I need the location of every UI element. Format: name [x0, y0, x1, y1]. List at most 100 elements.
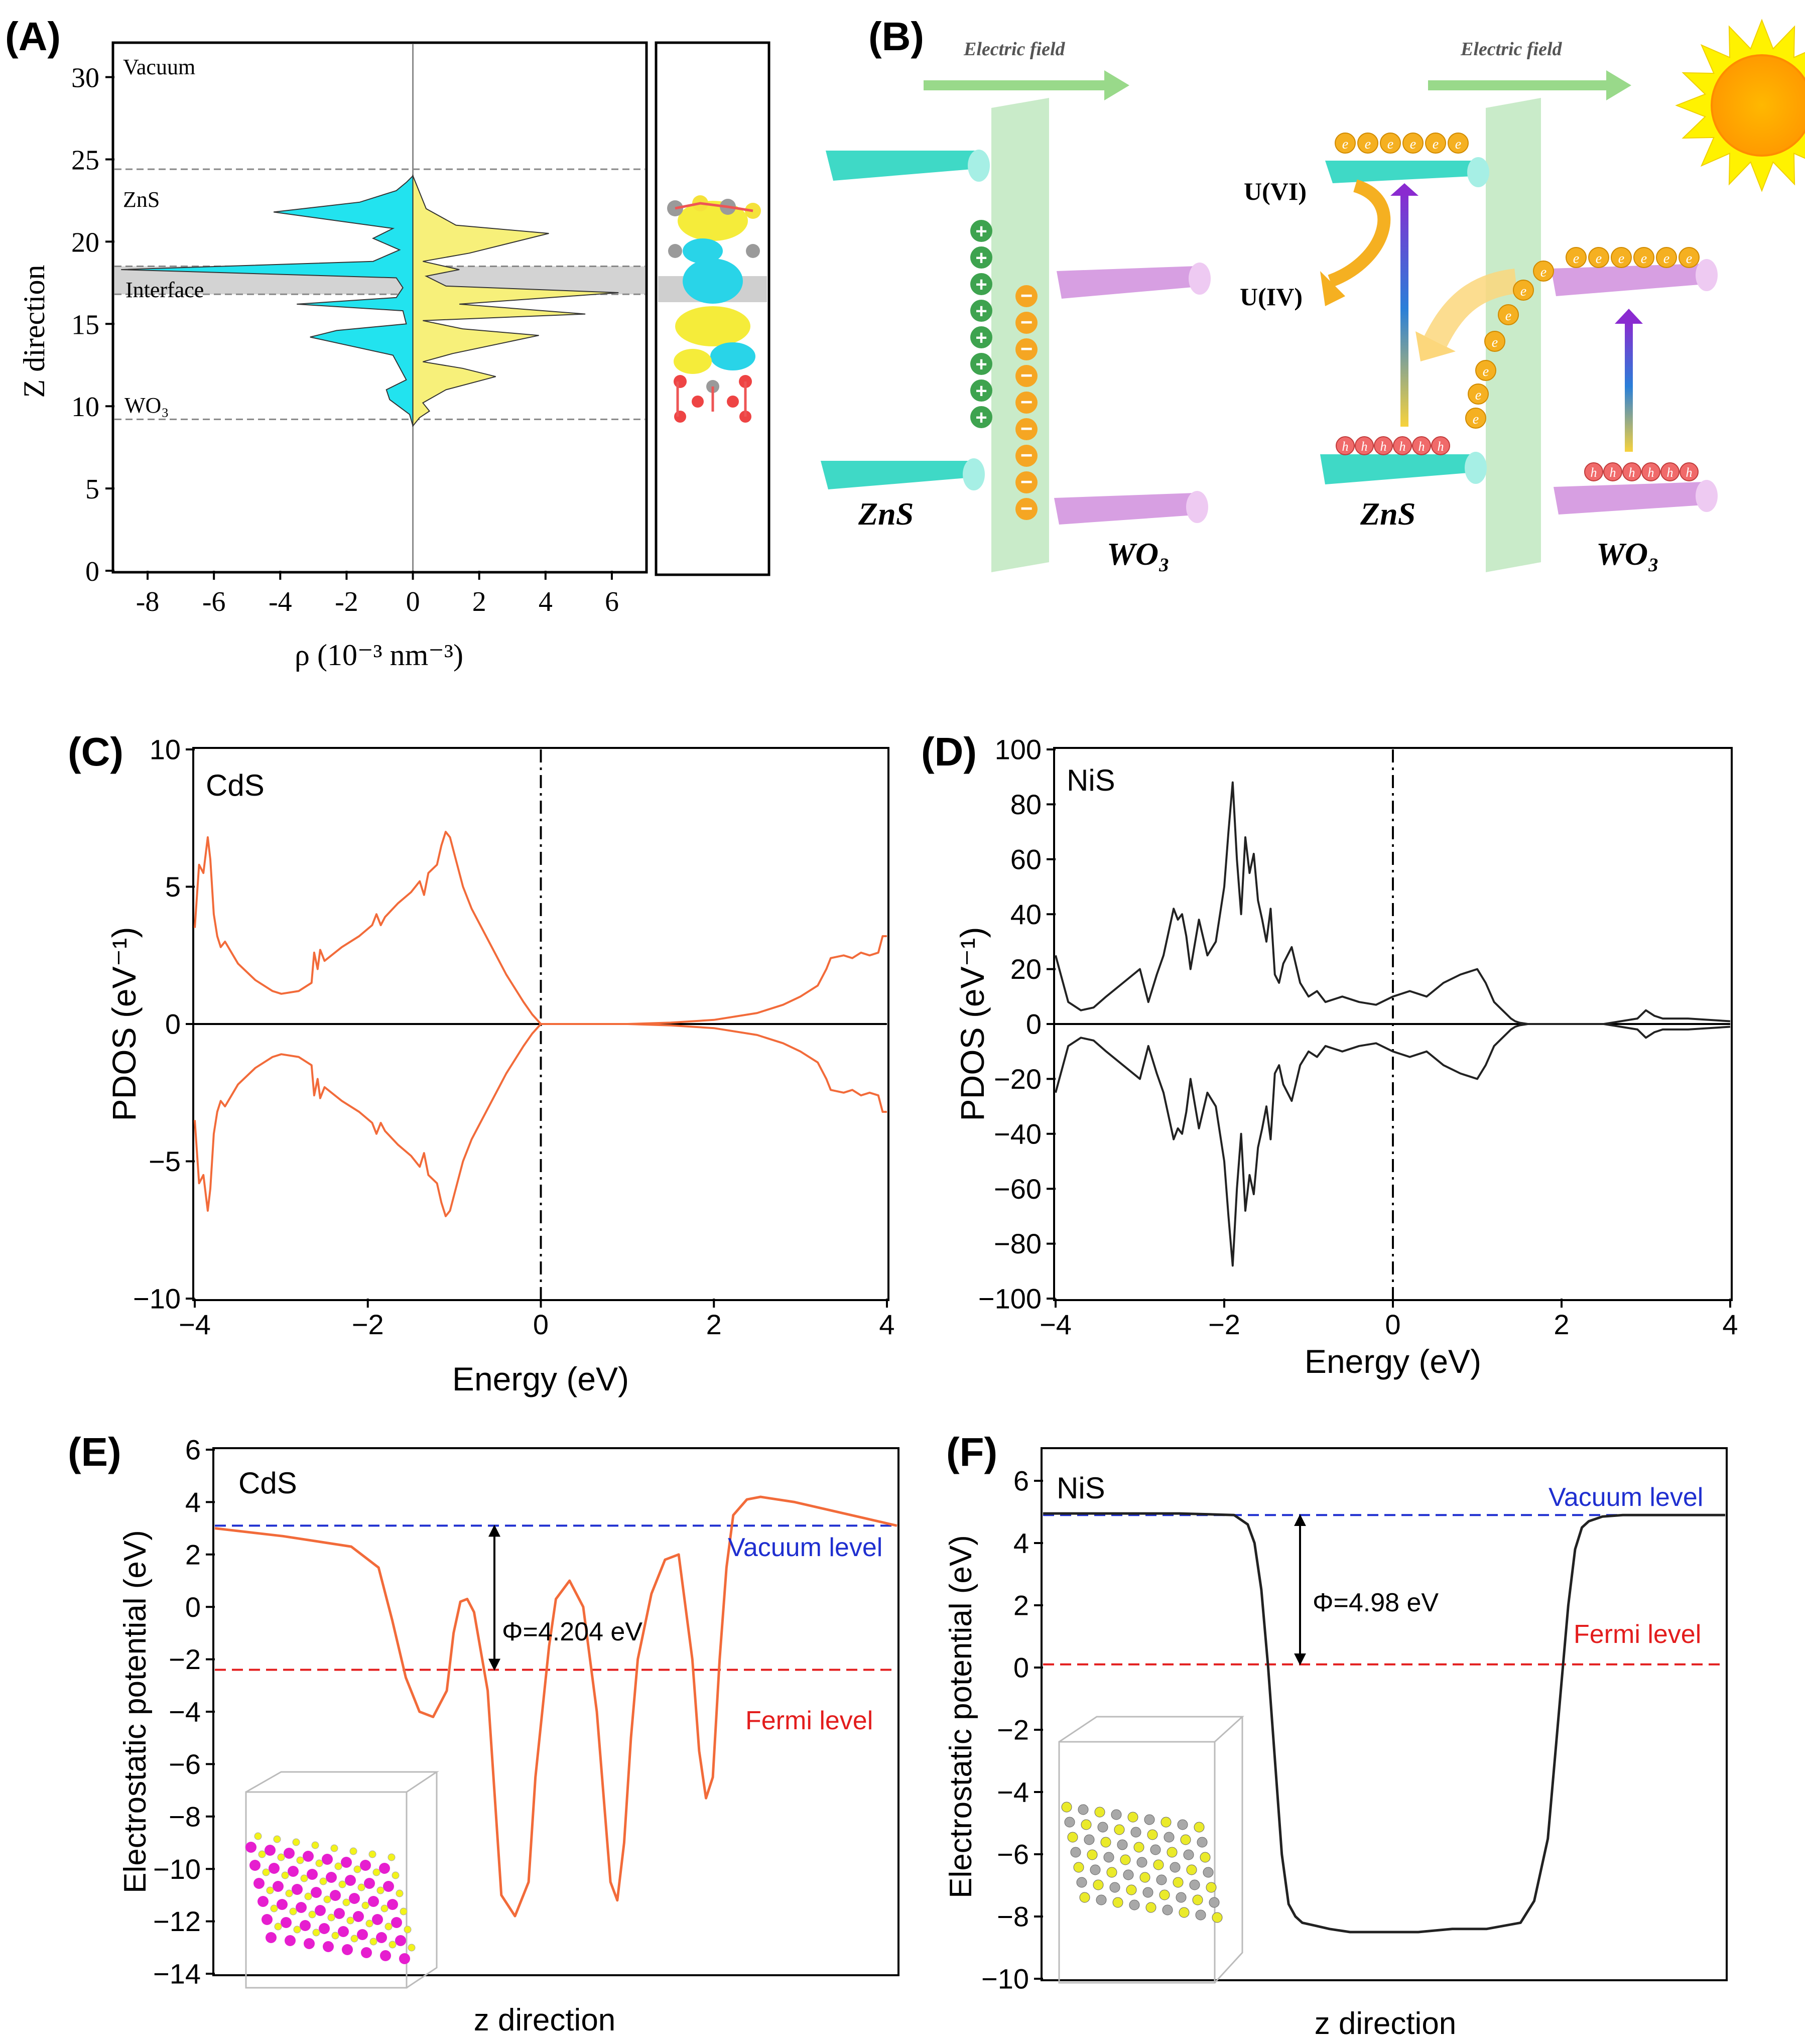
s-atom [293, 1926, 301, 1934]
s-atom [292, 1838, 300, 1846]
ni-atom [1150, 1844, 1161, 1855]
ni-atom [1084, 1834, 1095, 1845]
y-tick-label: −8 [997, 1901, 1029, 1933]
minus-charge [1015, 285, 1038, 307]
ni-atom [1103, 1852, 1114, 1863]
x-tick-label: 0 [1385, 1309, 1400, 1340]
minus-sign: − [1020, 284, 1033, 307]
s-atom [338, 1880, 346, 1888]
s-atom [1114, 1824, 1125, 1835]
panel-b: (B) Electric field + + + + + + + + − − − − − − − − − Zn… [821, 14, 1805, 572]
s-atom [1112, 1897, 1123, 1908]
plus-charge [970, 406, 992, 428]
y-tick-label: 6 [185, 1434, 201, 1466]
y-tick-label: 30 [71, 63, 99, 94]
zns-label-right: ZnS [1360, 496, 1415, 532]
ni-atom [1129, 1899, 1140, 1910]
s-atom [1194, 1822, 1205, 1833]
hole-symbol: h [1591, 465, 1597, 480]
wo3-label-left: WO₃ [1107, 536, 1170, 572]
s-atom [353, 1865, 361, 1873]
panel-d: (D) −4 −2 0 2 4−100−80−60−40−20020406080100 … [921, 729, 1738, 1380]
cd-atom [284, 1848, 295, 1859]
s-atom [349, 1847, 357, 1855]
electron [1566, 247, 1587, 268]
electron [1656, 247, 1677, 268]
holes: h h h h h hh h h h h h [1336, 436, 1699, 481]
minus-charge [1015, 312, 1038, 334]
cd-atom [334, 1908, 345, 1919]
wo3-vb-right [1554, 480, 1718, 515]
s-atom [334, 1862, 342, 1870]
y-tick-label: −60 [994, 1173, 1042, 1205]
cd-atom [399, 1953, 410, 1964]
electron-symbol: e [1433, 137, 1439, 152]
x-tick-label: 0 [406, 586, 420, 617]
electron [1633, 247, 1654, 268]
ni-atom [1203, 1867, 1214, 1878]
minus-sign: − [1020, 496, 1033, 520]
y-tick-label: 10 [71, 392, 99, 423]
x-tick-label: 4 [539, 586, 553, 617]
cd-atom [372, 1914, 383, 1925]
unit-cell-box [1058, 1716, 1244, 1984]
s-atom [372, 1868, 380, 1876]
negative-charges: − − − − − − − − − [1015, 284, 1038, 520]
s-atom [392, 1871, 400, 1879]
zns-cb-right [1325, 157, 1489, 187]
s-atom [1145, 1902, 1156, 1913]
cd-atom [353, 1911, 364, 1922]
plus-sign: + [975, 327, 987, 349]
minus-charge [1015, 498, 1038, 520]
y-tick-label: 40 [1010, 899, 1042, 930]
s-atom [1192, 1894, 1203, 1905]
ni-atom [1090, 1864, 1101, 1875]
interface-structure-illustration [658, 195, 767, 423]
cd-atom [361, 1947, 372, 1958]
hole [1584, 462, 1603, 481]
s-atom [1073, 1862, 1084, 1873]
minus-charge [1015, 338, 1038, 360]
minus-sign: − [1020, 417, 1033, 440]
panel-c: (C) −4 −2 0 2 4 −10 −5 0 5 10 CdS Energy (eV) PDO… [68, 729, 895, 1397]
ni-atom [1117, 1839, 1128, 1850]
x-tick-label: −4 [1040, 1309, 1072, 1340]
y-tick-label: −10 [981, 1963, 1029, 1995]
hole-symbol: h [1438, 439, 1444, 454]
s-atom [330, 1844, 338, 1852]
hole-symbol: h [1399, 439, 1406, 454]
panel-f-title: NiS [1057, 1471, 1105, 1505]
cd-atom [269, 1863, 280, 1874]
panel-d-title: NiS [1067, 763, 1115, 797]
plus-sign: + [975, 220, 987, 242]
depletion-area [121, 174, 414, 427]
x-tick-label: 2 [1554, 1309, 1569, 1340]
cd-atom [304, 1938, 315, 1949]
ni-atom [1076, 1877, 1087, 1888]
s-atom [1106, 1867, 1117, 1878]
s-atom [258, 1850, 266, 1858]
cd-atom [341, 1857, 352, 1868]
work-function-label-f: Φ=4.98 eV [1313, 1588, 1439, 1617]
wo3-vb-left [1054, 491, 1208, 525]
zns-vb-right [1320, 452, 1487, 484]
cd-atom [383, 1881, 394, 1892]
s-atom [285, 1889, 293, 1897]
ni-atom [1197, 1837, 1208, 1848]
cd-atom [323, 1941, 334, 1952]
panel-a-label: (A) [5, 14, 61, 59]
electron [1611, 247, 1632, 268]
panel-c-axes: −4 −2 0 2 4 −10 −5 0 5 10 [133, 734, 895, 1340]
panel-f-xlabel: z direction [1315, 2006, 1457, 2041]
s-atom [315, 1859, 323, 1867]
s-atom [1161, 1817, 1172, 1828]
cd-atom [277, 1899, 288, 1910]
minus-sign: − [1020, 337, 1033, 360]
hole-symbol: h [1686, 465, 1693, 480]
y-tick-label: 60 [1010, 843, 1042, 875]
electron [1448, 133, 1469, 154]
s-atom [274, 1923, 282, 1931]
s-atom [404, 1926, 412, 1934]
cd-atom [338, 1926, 349, 1937]
minus-charge [1015, 418, 1038, 440]
